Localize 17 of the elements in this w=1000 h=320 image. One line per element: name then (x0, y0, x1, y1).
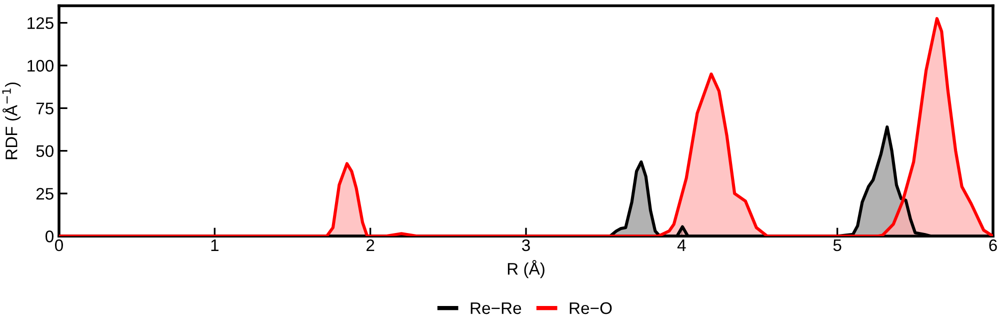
y-tick-label: 100 (28, 60, 54, 72)
x-tick-label: 4 (677, 240, 686, 252)
x-axis-title: R (Å) (508, 260, 544, 278)
x-tick-label: 6 (989, 239, 997, 252)
y-tick-label: 125 (28, 17, 54, 30)
y-tick-label: 50 (36, 145, 54, 158)
y-tick-label: 0 (46, 230, 54, 242)
x-tick-label: 5 (833, 240, 842, 252)
y-axis-title: RDF (Å$^{−1}$) (2, 82, 21, 160)
x-tick-label: 3 (522, 239, 530, 252)
legend-label: Re−Re (470, 302, 522, 314)
legend-label: Re−O (570, 302, 612, 314)
x-tick-label: 0 (55, 239, 63, 252)
y-tick-label: 75 (36, 102, 54, 114)
x-tick-label: 1 (211, 240, 218, 252)
x-tick-label: 2 (366, 239, 374, 252)
y-tick-label: 25 (36, 188, 54, 200)
